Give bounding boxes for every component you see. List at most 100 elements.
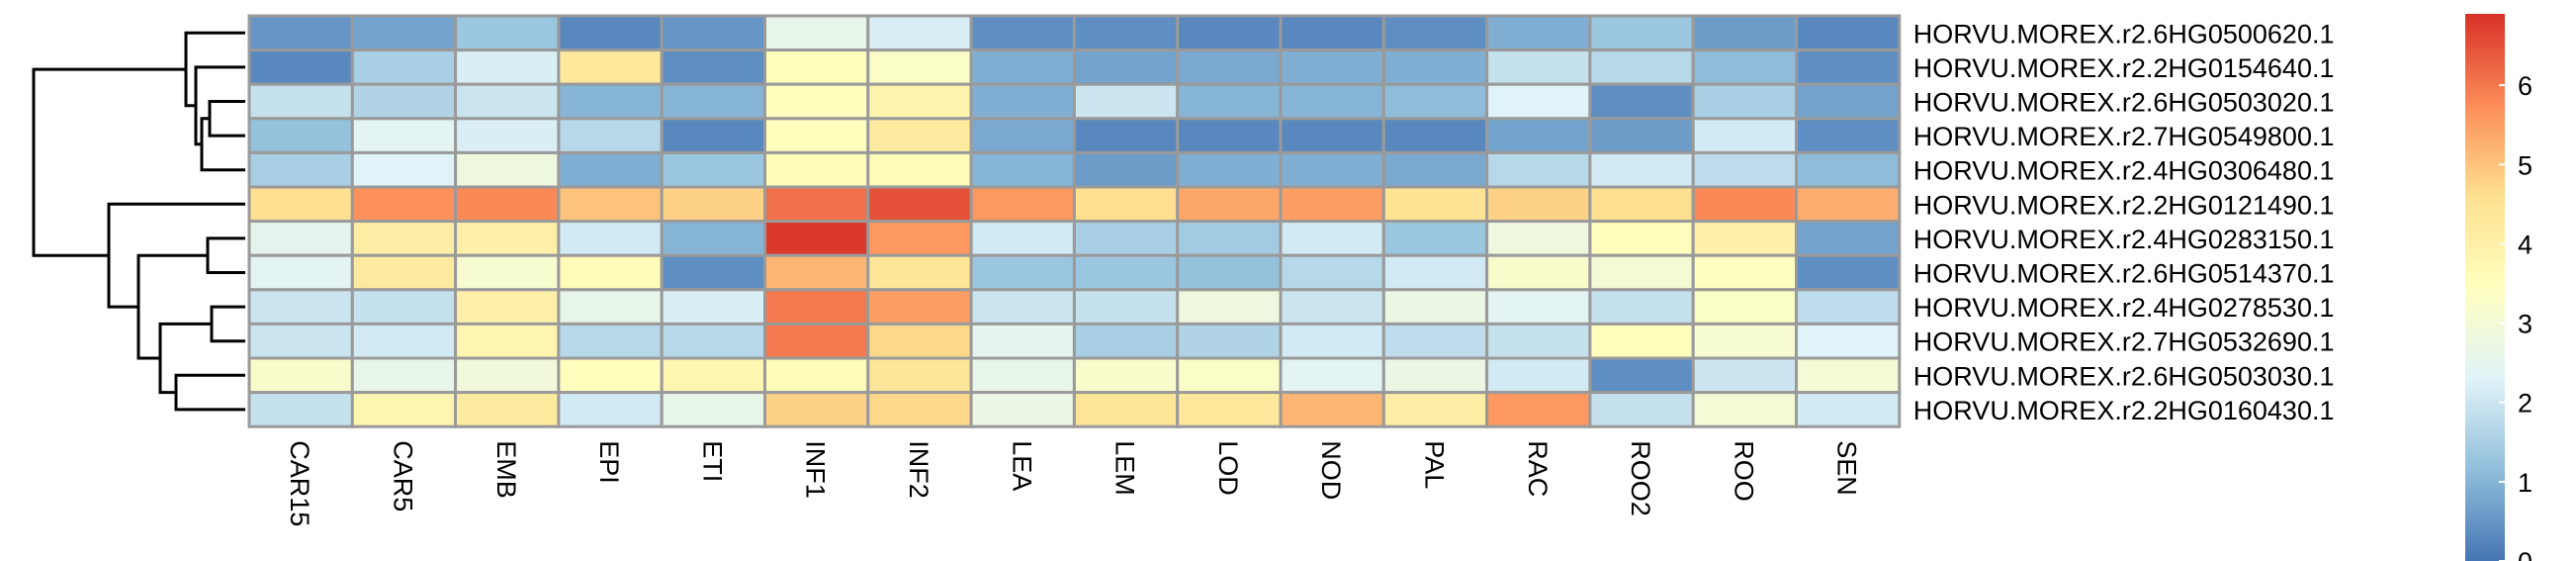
heatmap-cell xyxy=(1485,185,1592,224)
heatmap-cell xyxy=(1691,288,1798,326)
colorbar-tick-label: 4 xyxy=(2518,230,2532,259)
column-labels: CAR15 CAR5 EMB EPI ETI INF1 INF2 LEA LEM LOD NOD PA… xyxy=(285,440,1862,526)
heatmap-cell xyxy=(1691,150,1798,189)
heatmap-cell xyxy=(1279,185,1385,224)
heatmap-cell xyxy=(1485,220,1592,257)
heatmap-cell xyxy=(557,322,664,360)
heatmap-cell xyxy=(660,82,767,121)
heatmap-cell xyxy=(969,322,1076,360)
heatmap-cell xyxy=(454,48,561,86)
heatmap-cell xyxy=(1279,82,1385,121)
heatmap-cell xyxy=(557,82,664,121)
heatmap-cell xyxy=(1072,48,1180,86)
heatmap-cell xyxy=(763,288,870,326)
heatmap-cell xyxy=(557,117,664,154)
heatmap-cell xyxy=(557,48,664,86)
heatmap-cell xyxy=(969,150,1076,189)
heatmap-cell xyxy=(763,82,870,121)
heatmap-cell xyxy=(1588,117,1695,154)
heatmap-cell xyxy=(1485,356,1592,395)
heatmap-cell xyxy=(1588,82,1695,121)
heatmap-cell xyxy=(454,117,561,154)
heatmap-cell xyxy=(454,14,561,52)
column-label: CAR15 xyxy=(285,440,314,526)
heatmap-cell xyxy=(969,117,1076,154)
heatmap-cell xyxy=(763,253,870,292)
heatmap-cell xyxy=(1176,356,1283,395)
row-label: HORVU.MOREX.r2.2HG0154640.1 xyxy=(1913,53,2335,83)
dendrogram-branch xyxy=(136,253,208,360)
colorbar-tick-label: 1 xyxy=(2518,468,2532,498)
row-label: HORVU.MOREX.r2.4HG0283150.1 xyxy=(1913,225,2335,254)
heatmap-cell xyxy=(454,288,561,326)
heatmap-cell xyxy=(454,82,561,121)
heatmap-cell xyxy=(1588,253,1695,292)
heatmap-cell xyxy=(1279,322,1385,360)
dendrogram-branch xyxy=(206,236,245,274)
heatmap-cell xyxy=(660,117,767,154)
heatmap-cell xyxy=(557,150,664,189)
heatmap-cell xyxy=(1795,220,1902,257)
row-label: HORVU.MOREX.r2.6HG0503020.1 xyxy=(1913,88,2335,118)
heatmap-cell xyxy=(1381,288,1489,326)
column-label: ROO xyxy=(1729,440,1758,502)
heatmap-cell xyxy=(1691,82,1798,121)
heatmap-cell xyxy=(660,253,767,292)
heatmap-cell xyxy=(1588,48,1695,86)
heatmap-cell xyxy=(1795,117,1902,154)
heatmap-cell xyxy=(1485,82,1592,121)
heatmap-cell xyxy=(1279,117,1385,154)
heatmap-cell xyxy=(969,253,1076,292)
heatmap-cell xyxy=(557,391,664,428)
heatmap-cell xyxy=(454,220,561,257)
heatmap-cell xyxy=(1691,117,1798,154)
heatmap-cell xyxy=(1381,322,1489,360)
heatmap-cell xyxy=(454,150,561,189)
row-label: HORVU.MOREX.r2.6HG0514370.1 xyxy=(1913,259,2335,289)
dendrogram-branch xyxy=(174,373,245,412)
row-label: HORVU.MOREX.r2.6HG0503030.1 xyxy=(1913,361,2335,391)
heatmap-cell xyxy=(350,150,458,189)
heatmap-cell xyxy=(1072,14,1180,52)
heatmap-cell xyxy=(1279,288,1385,326)
heatmap-cell xyxy=(350,253,458,292)
heatmap-cell xyxy=(1072,117,1180,154)
heatmap-cell xyxy=(1176,253,1283,292)
column-label: LOD xyxy=(1213,440,1243,496)
column-label: NOD xyxy=(1316,440,1346,500)
heatmap-cell xyxy=(1691,185,1798,224)
heatmap-cell xyxy=(1279,14,1385,52)
heatmap-cell xyxy=(350,82,458,121)
heatmap-cell xyxy=(350,391,458,428)
colorbar-legend: 0 1 2 3 4 5 6 xyxy=(2465,14,2532,561)
heatmap-cell xyxy=(1381,150,1489,189)
heatmap-cell xyxy=(763,117,870,154)
heatmap-cell xyxy=(866,391,973,428)
heatmap-cell xyxy=(1072,220,1180,257)
column-label: ETI xyxy=(697,440,727,482)
heatmap-cell xyxy=(247,253,354,292)
heatmap-cell xyxy=(1176,117,1283,154)
heatmap-cell xyxy=(1588,14,1695,52)
colorbar-tick-label: 3 xyxy=(2518,310,2532,339)
heatmap-cell xyxy=(763,185,870,224)
heatmap-cell xyxy=(660,391,767,428)
heatmap-cell xyxy=(660,48,767,86)
heatmap-cell xyxy=(660,185,767,224)
heatmap-cell xyxy=(660,356,767,395)
heatmap-cell xyxy=(350,288,458,326)
heatmap-cell xyxy=(1691,220,1798,257)
heatmap-cell xyxy=(763,322,870,360)
heatmap-cell xyxy=(247,185,354,224)
heatmap-cell xyxy=(557,253,664,292)
heatmap-cell xyxy=(866,185,973,224)
heatmap-cell xyxy=(350,48,458,86)
heatmap-cell xyxy=(763,220,870,257)
heatmap-cell xyxy=(1795,288,1902,326)
row-dendrogram xyxy=(32,31,245,412)
column-label: EPI xyxy=(594,440,624,484)
heatmap-cell xyxy=(1072,150,1180,189)
heatmap-cell xyxy=(1795,391,1902,428)
heatmap-cell xyxy=(1176,82,1283,121)
colorbar-tick-label: 2 xyxy=(2518,389,2532,419)
